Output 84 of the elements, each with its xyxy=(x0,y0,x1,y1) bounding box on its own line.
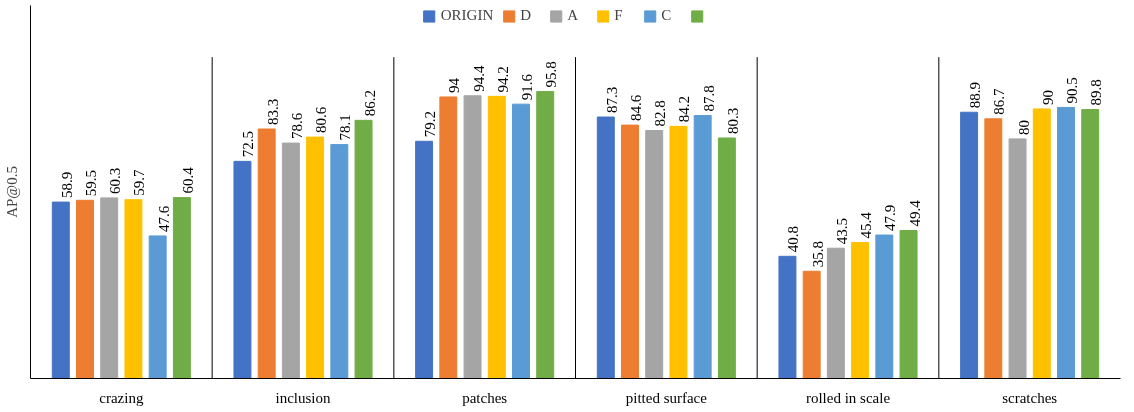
data-label: 86.7 xyxy=(991,88,1008,115)
bar xyxy=(693,115,712,379)
data-label: 80.3 xyxy=(724,107,741,134)
bar xyxy=(1032,108,1051,379)
data-label: 82.8 xyxy=(652,100,669,127)
bar xyxy=(802,270,821,379)
data-label: 94 xyxy=(446,77,463,93)
bar xyxy=(875,234,894,379)
data-label: 94.2 xyxy=(494,66,511,93)
data-label: 35.8 xyxy=(809,241,826,268)
bar xyxy=(826,247,845,379)
data-label: 91.6 xyxy=(519,73,535,101)
bar xyxy=(415,140,434,379)
bar xyxy=(487,95,506,379)
bar xyxy=(1081,109,1100,379)
bar xyxy=(233,160,252,379)
data-label: 95.8 xyxy=(543,61,560,88)
bar xyxy=(596,116,615,379)
data-label: 47.6 xyxy=(155,205,172,232)
legend-label: C xyxy=(661,7,673,24)
bar xyxy=(463,95,482,379)
bar xyxy=(645,130,664,379)
x-tick-label: patches xyxy=(462,389,508,406)
data-label: 47.9 xyxy=(882,204,899,232)
data-label: 87.3 xyxy=(603,86,620,114)
data-label: 49.4 xyxy=(906,199,923,227)
legend-label: ORIGIN xyxy=(440,7,494,24)
bar xyxy=(330,144,349,379)
bar xyxy=(536,91,555,379)
bar xyxy=(851,242,870,379)
x-tick-label: crazing xyxy=(99,389,144,406)
bar xyxy=(621,124,639,379)
bar xyxy=(306,136,325,379)
bar xyxy=(100,197,119,379)
bar xyxy=(512,103,530,379)
bar xyxy=(51,201,70,379)
bar xyxy=(148,235,167,379)
data-label: 45.4 xyxy=(858,211,875,239)
bar xyxy=(717,137,736,379)
y-axis-title: AP@0.5 xyxy=(3,166,20,218)
data-label: 59.7 xyxy=(131,168,148,196)
data-label: 88.9 xyxy=(967,81,984,109)
data-label: 78.6 xyxy=(288,112,305,140)
bar xyxy=(1008,138,1027,379)
data-label: 60.4 xyxy=(179,166,196,194)
legend-label: F xyxy=(614,7,624,24)
data-label: 83.3 xyxy=(264,98,281,126)
data-label: 40.8 xyxy=(785,226,802,253)
bar xyxy=(281,142,300,379)
data-label: 72.5 xyxy=(240,131,257,158)
x-tick-label: scratches xyxy=(1002,389,1058,406)
data-label: 87.8 xyxy=(700,85,717,112)
data-label: 58.9 xyxy=(58,171,75,199)
data-label: 78.1 xyxy=(337,114,354,141)
x-tick-label: pitted surface xyxy=(625,389,708,406)
data-label: 86.2 xyxy=(361,90,378,117)
bar xyxy=(439,96,458,379)
data-label: 90 xyxy=(1039,89,1056,105)
data-label: 80 xyxy=(1015,119,1032,135)
bar xyxy=(899,230,918,379)
data-label: 89.8 xyxy=(1088,79,1105,106)
data-label: 79.2 xyxy=(422,111,439,138)
bar xyxy=(984,118,1003,379)
bar xyxy=(257,128,276,379)
data-label: 59.5 xyxy=(83,170,99,197)
data-label: 90.5 xyxy=(1064,77,1080,104)
data-label: 94.4 xyxy=(470,65,487,92)
legend-label: A xyxy=(567,7,580,24)
bar xyxy=(124,199,143,379)
x-tick-label: inclusion xyxy=(275,389,331,406)
legend-label: D xyxy=(520,7,533,24)
x-tick-label: rolled in scale xyxy=(805,389,891,406)
bar xyxy=(1057,106,1075,379)
bar xyxy=(960,111,979,379)
data-label: 80.6 xyxy=(313,106,330,134)
bar xyxy=(76,199,94,379)
data-label: 43.5 xyxy=(833,217,850,245)
bar xyxy=(778,255,797,379)
data-label: 60.3 xyxy=(107,167,124,194)
bar xyxy=(669,125,688,379)
bar xyxy=(172,197,191,379)
data-label: 84.2 xyxy=(676,96,693,123)
bar xyxy=(354,119,373,379)
data-label: 84.6 xyxy=(628,94,644,122)
